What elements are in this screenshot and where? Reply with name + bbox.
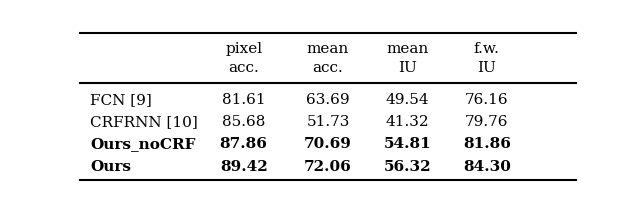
Text: CRFRNN [10]: CRFRNN [10]: [90, 115, 198, 129]
Text: 41.32: 41.32: [385, 115, 429, 129]
Text: Ours: Ours: [90, 160, 131, 174]
Text: 54.81: 54.81: [383, 137, 431, 151]
Text: 63.69: 63.69: [306, 93, 350, 107]
Text: 70.69: 70.69: [304, 137, 352, 151]
Text: 56.32: 56.32: [383, 160, 431, 174]
Text: 76.16: 76.16: [465, 93, 509, 107]
Text: 85.68: 85.68: [222, 115, 266, 129]
Text: mean: mean: [386, 42, 429, 56]
Text: mean: mean: [307, 42, 349, 56]
Text: 87.86: 87.86: [220, 137, 268, 151]
Text: 72.06: 72.06: [304, 160, 352, 174]
Text: 81.86: 81.86: [463, 137, 511, 151]
Text: 84.30: 84.30: [463, 160, 511, 174]
Text: f.w.: f.w.: [474, 42, 500, 56]
Text: acc.: acc.: [312, 61, 344, 75]
Text: 81.61: 81.61: [222, 93, 266, 107]
Text: IU: IU: [477, 61, 496, 75]
Text: IU: IU: [398, 61, 417, 75]
Text: 89.42: 89.42: [220, 160, 268, 174]
Text: FCN [9]: FCN [9]: [90, 93, 152, 107]
Text: pixel: pixel: [225, 42, 262, 56]
Text: 79.76: 79.76: [465, 115, 508, 129]
Text: 49.54: 49.54: [385, 93, 429, 107]
Text: 51.73: 51.73: [307, 115, 349, 129]
Text: Ours_noCRF: Ours_noCRF: [90, 137, 195, 151]
Text: acc.: acc.: [228, 61, 259, 75]
